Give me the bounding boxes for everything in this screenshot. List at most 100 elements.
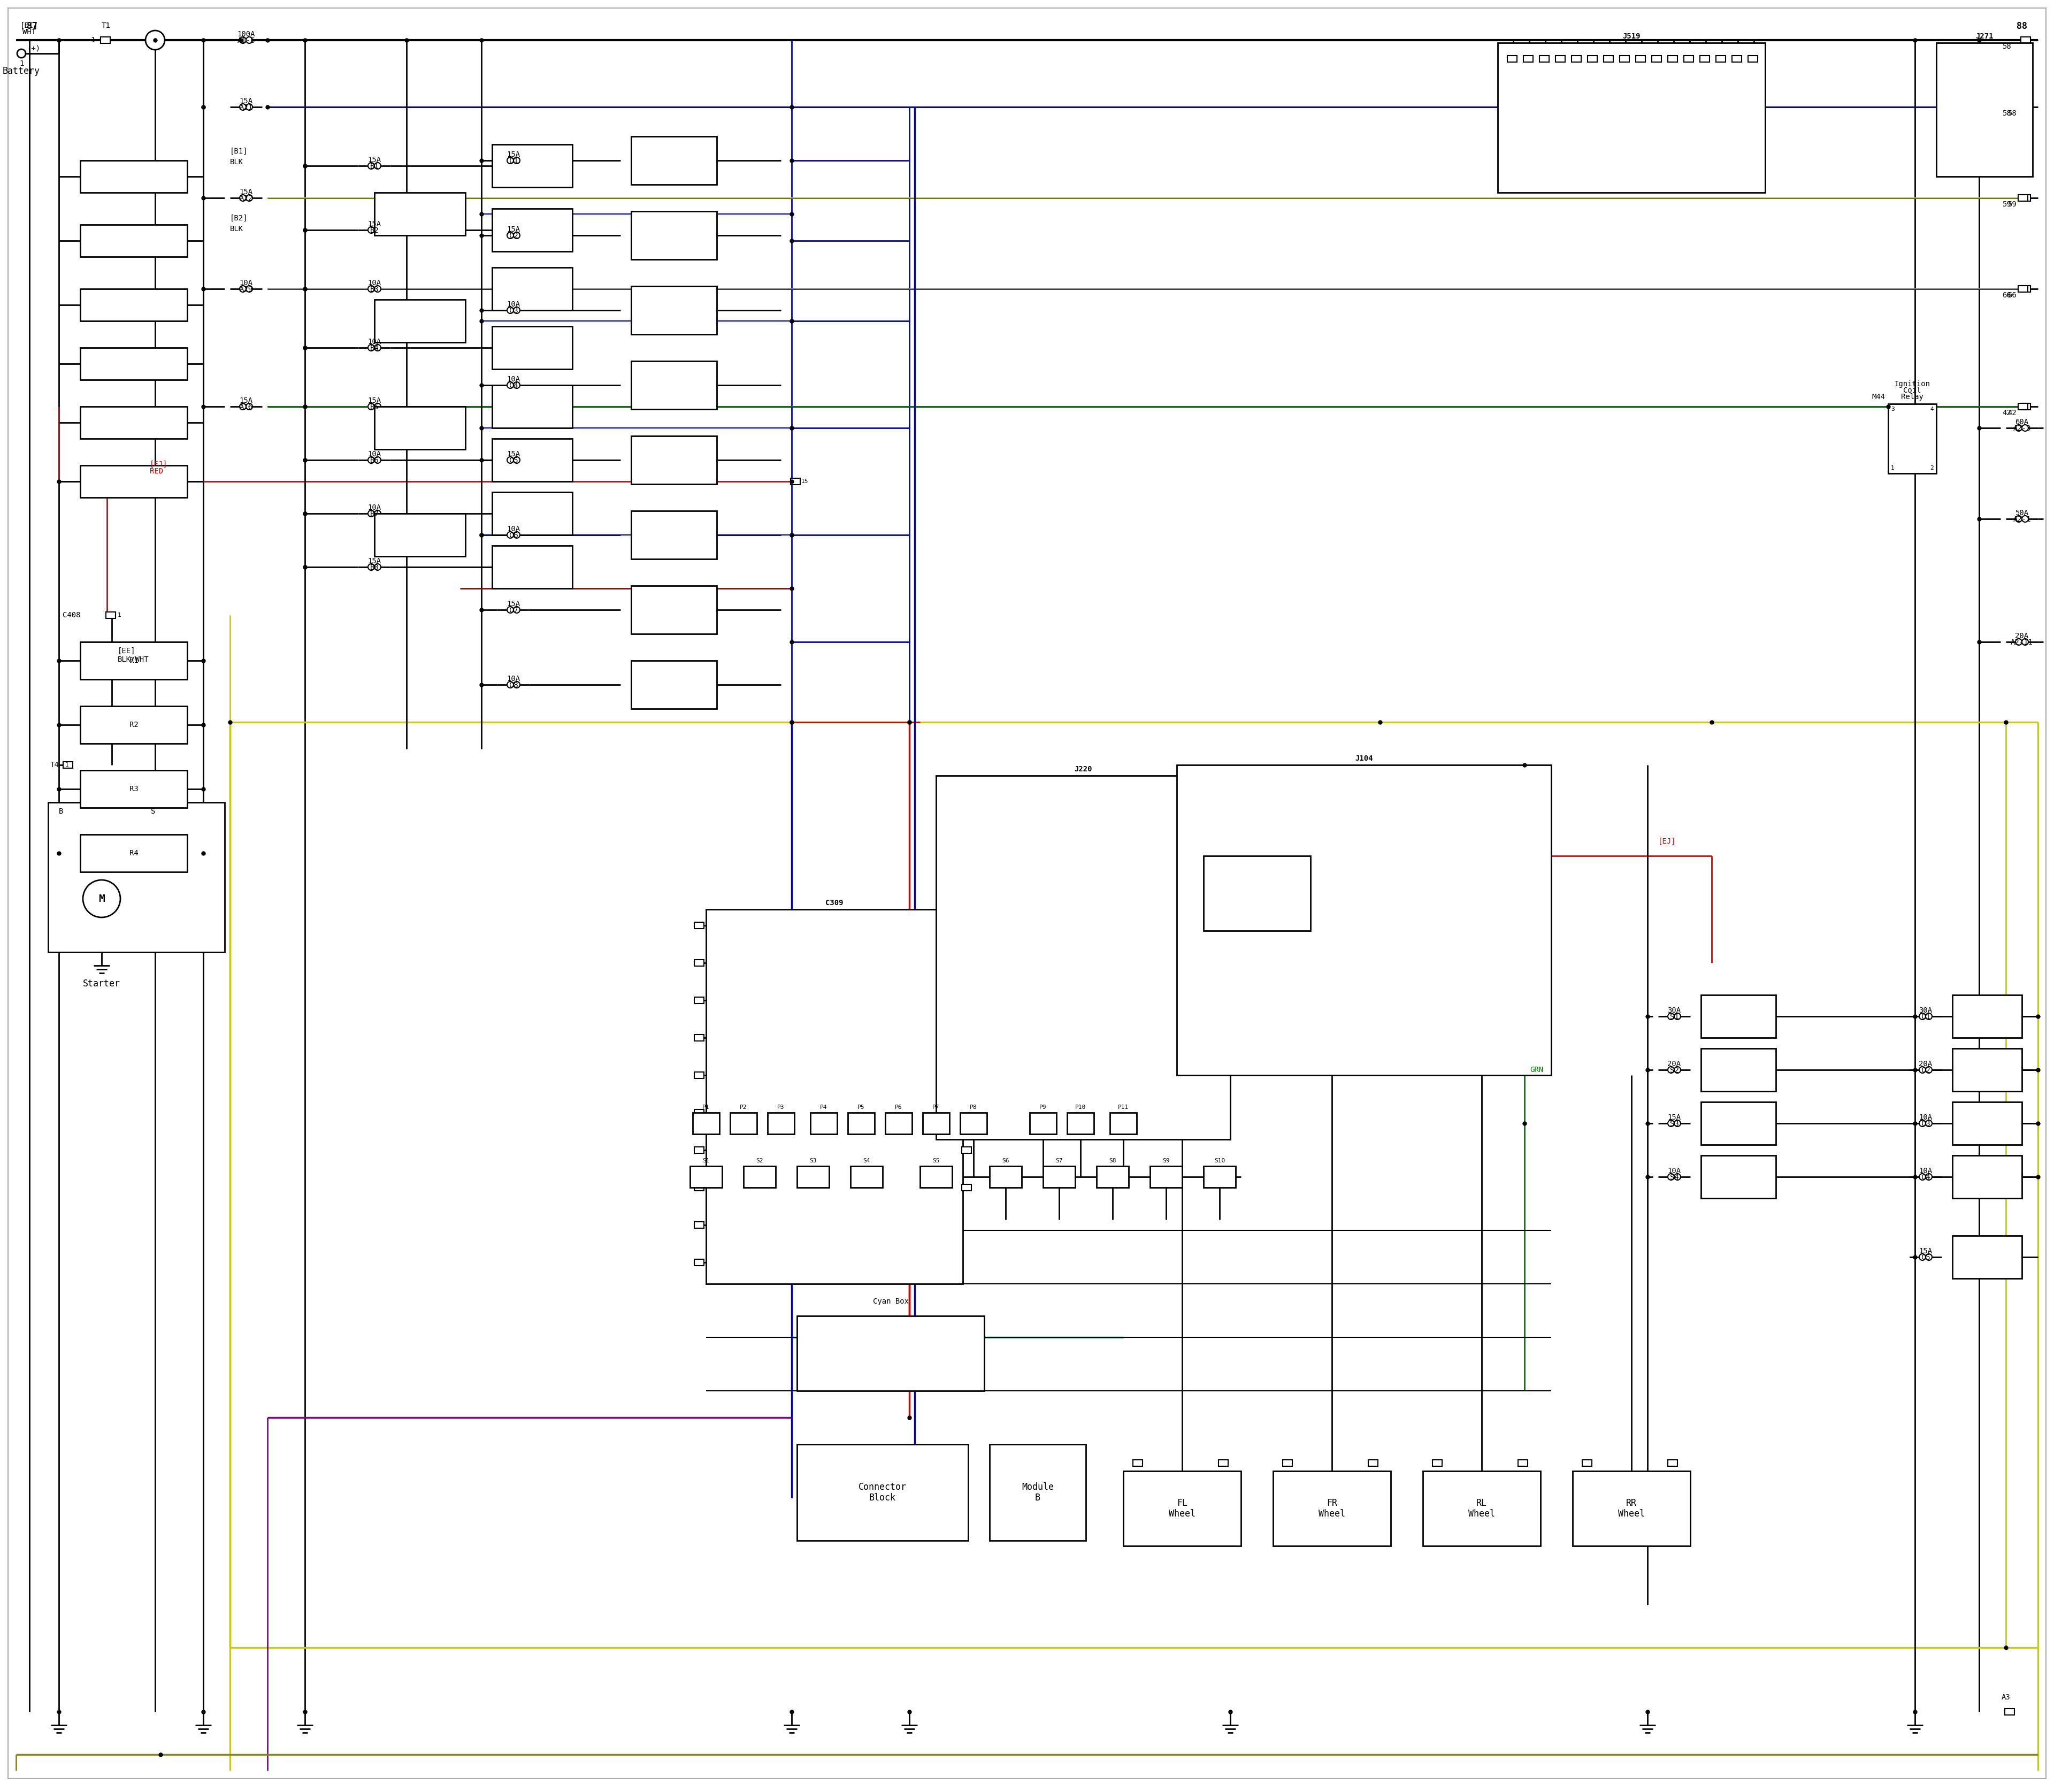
Text: 10A: 10A [368, 450, 382, 459]
Text: 60A: 60A [2015, 418, 2029, 426]
Text: C5: C5 [1920, 1254, 1931, 1262]
Bar [1282, 1460, 1292, 1466]
Text: A16: A16 [240, 403, 253, 410]
Text: 15A: 15A [507, 600, 520, 607]
Text: GRN: GRN [1530, 1066, 1543, 1073]
Bar [1043, 1167, 1074, 1188]
Bar [694, 1260, 705, 1265]
Bar [1668, 56, 1678, 63]
Circle shape [1674, 1120, 1680, 1127]
Bar [961, 996, 972, 1004]
Bar [694, 1109, 705, 1116]
Bar [493, 267, 573, 310]
Bar [694, 1185, 705, 1190]
Text: P11: P11 [1117, 1104, 1130, 1109]
Bar [2019, 285, 2027, 292]
Circle shape [514, 233, 520, 238]
Text: 59: 59 [2007, 201, 2017, 208]
Bar [1273, 1471, 1391, 1546]
Bar [1177, 765, 1551, 1075]
Bar [961, 1185, 972, 1190]
Circle shape [1918, 1174, 1927, 1181]
Text: C8: C8 [509, 681, 518, 688]
Circle shape [368, 285, 374, 292]
Circle shape [507, 382, 514, 389]
Bar [850, 1167, 883, 1188]
Text: 10A: 10A [1918, 1167, 1933, 1176]
Bar [1124, 1471, 1241, 1546]
Text: Coil: Coil [1904, 387, 1920, 394]
Bar [848, 1113, 875, 1134]
Text: C6: C6 [509, 532, 518, 539]
Circle shape [368, 344, 374, 351]
Bar [1497, 43, 1764, 192]
Bar [1701, 56, 1709, 63]
Text: P9: P9 [1039, 1104, 1048, 1109]
Bar [631, 360, 717, 409]
Text: (+): (+) [27, 45, 41, 52]
Text: R3: R3 [129, 785, 138, 792]
Text: S4: S4 [863, 1158, 871, 1163]
Bar [797, 1315, 984, 1391]
Text: C309: C309 [826, 900, 844, 907]
Circle shape [240, 104, 246, 109]
Bar [631, 435, 717, 484]
Bar [2021, 38, 2031, 43]
Circle shape [514, 457, 520, 464]
Text: B5: B5 [370, 403, 378, 410]
Bar [493, 145, 573, 186]
Text: 20A: 20A [1918, 1061, 1933, 1068]
Circle shape [507, 233, 514, 238]
Text: T1: T1 [101, 22, 111, 29]
Bar [1953, 1236, 2021, 1278]
Bar [922, 1113, 949, 1134]
Bar [1684, 56, 1692, 63]
Bar [80, 835, 187, 873]
Circle shape [1668, 1120, 1674, 1127]
Text: 2: 2 [1931, 466, 1933, 471]
Text: P10: P10 [1074, 1104, 1087, 1109]
Bar [2019, 403, 2027, 410]
Bar [1029, 1113, 1056, 1134]
Text: S5: S5 [933, 1158, 939, 1163]
Bar [1715, 56, 1725, 63]
Circle shape [1674, 1012, 1680, 1020]
Bar [631, 586, 717, 634]
Bar [80, 161, 187, 192]
Text: P7: P7 [933, 1104, 939, 1109]
Bar [2021, 403, 2031, 410]
Circle shape [374, 403, 380, 410]
Text: 10A: 10A [507, 525, 520, 532]
Text: 15A: 15A [368, 220, 382, 228]
Bar [694, 1222, 705, 1228]
Circle shape [368, 457, 374, 464]
Text: 10A: 10A [240, 280, 253, 287]
Text: J220: J220 [1074, 765, 1093, 772]
Text: 1: 1 [117, 613, 121, 618]
Text: M44: M44 [1871, 392, 1886, 401]
Text: S8: S8 [1109, 1158, 1115, 1163]
Bar [1538, 56, 1549, 63]
Bar [2021, 195, 2031, 201]
Text: R2: R2 [129, 720, 138, 729]
Bar [64, 762, 72, 769]
Circle shape [1674, 1066, 1680, 1073]
Text: J519: J519 [1623, 32, 1641, 39]
Bar [990, 1444, 1087, 1541]
Bar [2005, 1708, 2015, 1715]
Bar [80, 407, 187, 439]
Text: 15A: 15A [240, 188, 253, 195]
Text: A1-6: A1-6 [236, 38, 255, 45]
Bar [1204, 857, 1310, 930]
Bar [811, 1113, 838, 1134]
Text: S1: S1 [1670, 1012, 1678, 1021]
Text: 15A: 15A [240, 97, 253, 106]
Text: P3: P3 [776, 1104, 785, 1109]
Circle shape [507, 306, 514, 314]
Bar [374, 407, 466, 450]
Circle shape [82, 880, 121, 918]
Bar [1953, 995, 2021, 1038]
Circle shape [246, 403, 253, 410]
Circle shape [507, 607, 514, 613]
Bar [631, 211, 717, 260]
